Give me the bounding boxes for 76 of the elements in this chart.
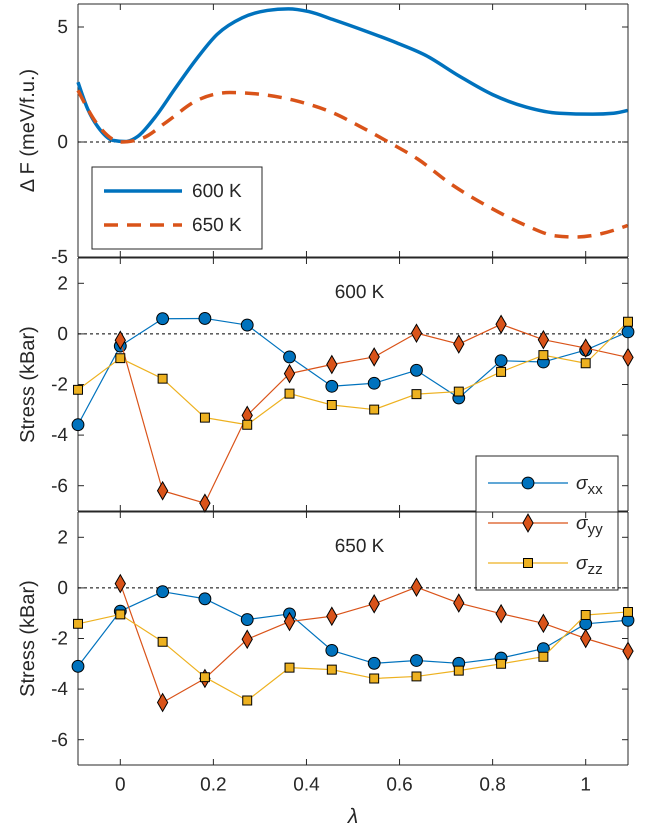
point <box>325 644 338 657</box>
point <box>580 358 591 368</box>
point <box>198 312 212 325</box>
x-tick-label: 1 <box>580 774 591 796</box>
point <box>326 400 337 410</box>
point <box>283 350 296 364</box>
point <box>538 652 548 662</box>
point <box>115 609 126 620</box>
point <box>494 354 508 368</box>
point <box>284 388 294 399</box>
point <box>412 389 422 400</box>
y-tick-label: -2 <box>51 628 68 650</box>
point <box>580 610 591 620</box>
point <box>368 376 381 390</box>
point <box>73 384 83 395</box>
y-axis-title: Stress (kBar) <box>17 580 39 697</box>
point <box>73 618 83 629</box>
legend-label: 600 K <box>192 181 242 202</box>
line-series <box>76 88 630 239</box>
point <box>198 592 212 606</box>
legend-label: σ$_{zz}$ <box>576 553 603 578</box>
y-tick-label: 0 <box>57 578 68 599</box>
y-tick-label: -5 <box>51 247 68 268</box>
legend-label: σ$_{xx}$ <box>576 473 604 498</box>
x-tick-label: 0.8 <box>479 774 506 796</box>
text: 600 K <box>334 282 385 303</box>
point <box>72 660 84 673</box>
x-tick-label: 0.4 <box>293 774 320 796</box>
point <box>156 585 170 598</box>
point <box>115 353 126 364</box>
point <box>412 671 422 682</box>
legend-label: 650 K <box>192 215 242 236</box>
point <box>623 606 633 617</box>
y-tick-label: 0 <box>57 132 68 154</box>
point <box>369 404 380 415</box>
line-series <box>76 7 630 144</box>
legend-label: σ$_{yy}$ <box>576 513 604 538</box>
point <box>158 636 168 647</box>
point <box>326 664 337 675</box>
point <box>156 312 170 326</box>
x-tick-label: 0 <box>115 774 126 796</box>
point <box>200 412 210 423</box>
y-tick-label: 5 <box>57 17 68 38</box>
point <box>72 418 84 432</box>
y-axis-title: Stress (kBar) <box>17 326 39 443</box>
point <box>454 666 464 676</box>
point <box>242 420 252 430</box>
point <box>410 364 423 377</box>
x-tick-label: 0.6 <box>386 774 413 796</box>
point <box>496 366 506 377</box>
point <box>496 658 506 669</box>
point <box>325 380 338 393</box>
y-tick-label: -2 <box>51 374 68 396</box>
y-tick-label: 2 <box>57 527 68 548</box>
y-axis-title: Δ F (meV/f.u.) <box>17 68 39 192</box>
y-tick-label: -4 <box>51 679 68 700</box>
y-tick-label: -6 <box>51 476 68 497</box>
point <box>240 318 254 332</box>
point <box>368 656 381 670</box>
point <box>623 316 633 327</box>
point <box>369 674 380 684</box>
y-tick-label: -6 <box>51 730 68 751</box>
point <box>622 325 634 338</box>
point <box>284 662 294 673</box>
x-axis-title: λ <box>346 805 358 828</box>
x-tick-label: 0.2 <box>200 774 227 796</box>
point <box>242 696 252 706</box>
y-tick-label: 0 <box>57 324 68 345</box>
point <box>454 386 464 397</box>
point <box>240 613 254 626</box>
text: 650 K <box>334 536 385 557</box>
point <box>410 654 423 667</box>
y-tick-label: 2 <box>57 273 68 294</box>
point <box>538 350 548 360</box>
point <box>158 374 168 384</box>
y-tick-label: -4 <box>51 425 68 446</box>
